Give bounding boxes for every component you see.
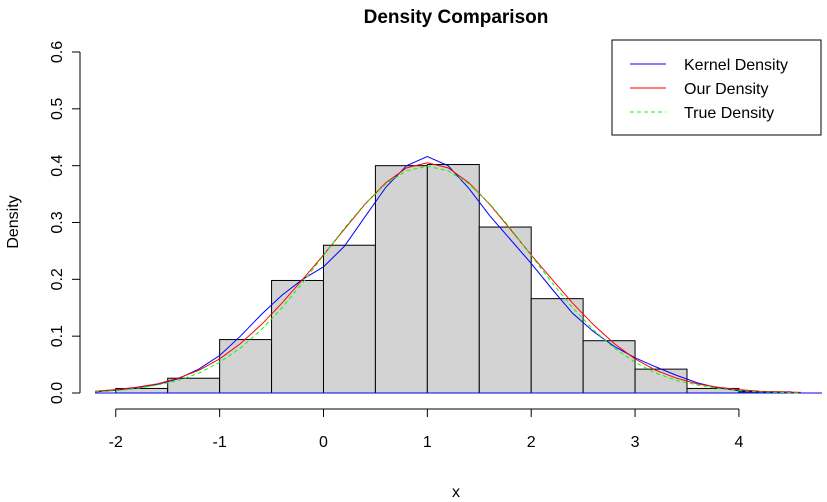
y-tick-label: 0.3 xyxy=(49,211,66,233)
legend-label-our-density: Our Density xyxy=(684,81,768,98)
y-tick-label: 0.1 xyxy=(49,325,66,347)
y-axis-title: Density xyxy=(5,195,22,248)
histogram-bars xyxy=(95,164,822,394)
histogram-bar-4 xyxy=(322,244,376,394)
y-tick-label: 0.4 xyxy=(49,154,66,176)
histogram-bar-9 xyxy=(582,340,636,394)
legend-label-true-density: True Density xyxy=(684,105,774,122)
x-tick-label: -2 xyxy=(109,434,123,451)
x-tick-label: 3 xyxy=(631,434,640,451)
x-axis-title: x xyxy=(452,484,460,501)
legend: Kernel Density Our Density True Density xyxy=(611,39,822,136)
x-tick-label: 1 xyxy=(423,434,432,451)
y-axis: 0.0 0.1 0.2 0.3 0.4 0.5 0.6 xyxy=(49,41,81,404)
histogram-bar-6 xyxy=(426,164,480,394)
x-tick-label: 0 xyxy=(319,434,328,451)
series-line-our-density xyxy=(94,162,802,393)
x-tick-label: 2 xyxy=(527,434,536,451)
y-tick-label: 0.2 xyxy=(49,268,66,290)
x-tick-label: 4 xyxy=(734,434,743,451)
series-line-kernel-density xyxy=(94,156,802,394)
histogram-bar-8 xyxy=(530,298,584,394)
y-tick-label: 0.5 xyxy=(49,98,66,120)
chart-title: Density Comparison xyxy=(364,7,549,28)
x-tick-label: -1 xyxy=(213,434,227,451)
histogram-bar-7 xyxy=(478,226,532,394)
x-axis: -2 -1 0 1 2 3 4 xyxy=(109,408,743,451)
y-tick-label: 0.6 xyxy=(49,41,66,63)
histogram-bar-1 xyxy=(167,377,221,394)
y-tick-label: 0.0 xyxy=(49,382,66,404)
legend-label-kernel-density: Kernel Density xyxy=(684,57,788,74)
histogram-bar-5 xyxy=(374,165,428,394)
series-line-true-density xyxy=(94,165,802,394)
density-curves xyxy=(94,156,802,394)
